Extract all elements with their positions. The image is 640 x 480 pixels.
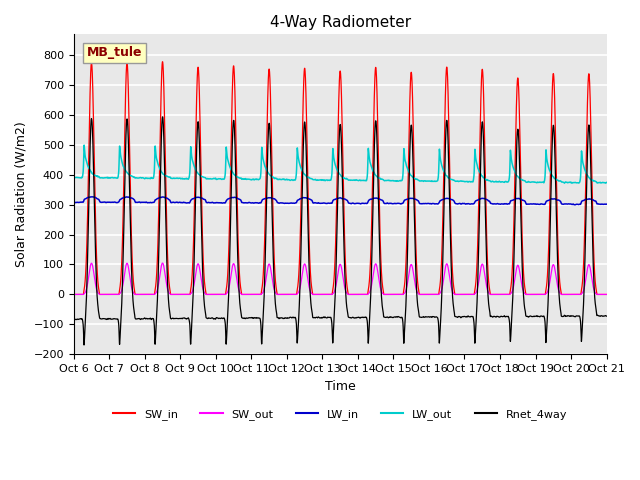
SW_in bbox=[460, 291, 467, 297]
LW_in bbox=[430, 201, 438, 206]
LW_out bbox=[80, 142, 88, 148]
SW_out bbox=[602, 291, 610, 297]
SW_in bbox=[602, 291, 610, 297]
LW_in bbox=[166, 197, 173, 203]
SW_in bbox=[321, 291, 328, 297]
LW_in bbox=[603, 201, 611, 207]
LW_out bbox=[430, 179, 438, 184]
SW_out bbox=[430, 291, 438, 297]
LW_out bbox=[70, 175, 77, 181]
Rnet_4way bbox=[602, 313, 610, 319]
LW_out bbox=[603, 180, 611, 185]
LW_in bbox=[70, 199, 77, 205]
LW_out bbox=[602, 180, 609, 186]
SW_in bbox=[159, 59, 166, 65]
X-axis label: Time: Time bbox=[324, 380, 356, 393]
LW_in bbox=[602, 202, 610, 207]
Rnet_4way bbox=[430, 314, 438, 320]
Rnet_4way bbox=[490, 313, 498, 319]
Line: LW_in: LW_in bbox=[74, 197, 607, 205]
Line: SW_out: SW_out bbox=[74, 263, 607, 294]
Rnet_4way bbox=[603, 313, 611, 319]
LW_out bbox=[602, 180, 610, 186]
LW_in bbox=[460, 201, 467, 206]
SW_out bbox=[159, 260, 166, 266]
Y-axis label: Solar Radiation (W/m2): Solar Radiation (W/m2) bbox=[15, 121, 28, 267]
SW_out bbox=[490, 291, 497, 297]
Line: SW_in: SW_in bbox=[74, 62, 607, 294]
LW_out bbox=[490, 179, 497, 185]
SW_in bbox=[430, 291, 438, 297]
SW_out bbox=[321, 291, 328, 297]
Line: LW_out: LW_out bbox=[74, 145, 607, 183]
Rnet_4way bbox=[159, 114, 166, 120]
Legend: SW_in, SW_out, LW_in, LW_out, Rnet_4way: SW_in, SW_out, LW_in, LW_out, Rnet_4way bbox=[109, 405, 572, 424]
Text: MB_tule: MB_tule bbox=[87, 47, 143, 60]
SW_in bbox=[70, 291, 77, 297]
SW_in bbox=[166, 285, 173, 291]
SW_out bbox=[166, 291, 173, 297]
Title: 4-Way Radiometer: 4-Way Radiometer bbox=[269, 15, 411, 30]
SW_out bbox=[70, 291, 77, 297]
LW_in bbox=[572, 202, 579, 208]
LW_out bbox=[460, 179, 467, 184]
LW_in bbox=[89, 194, 97, 200]
LW_in bbox=[321, 200, 328, 206]
Rnet_4way bbox=[70, 315, 77, 321]
LW_out bbox=[166, 174, 173, 180]
SW_in bbox=[490, 291, 497, 297]
SW_in bbox=[603, 291, 611, 297]
Rnet_4way bbox=[166, 310, 173, 315]
LW_out bbox=[321, 177, 328, 183]
Rnet_4way bbox=[460, 313, 467, 319]
SW_out bbox=[460, 291, 467, 297]
Line: Rnet_4way: Rnet_4way bbox=[74, 117, 607, 345]
SW_out bbox=[603, 291, 611, 297]
LW_in bbox=[490, 201, 497, 207]
Rnet_4way bbox=[321, 315, 328, 321]
Rnet_4way bbox=[80, 342, 88, 348]
